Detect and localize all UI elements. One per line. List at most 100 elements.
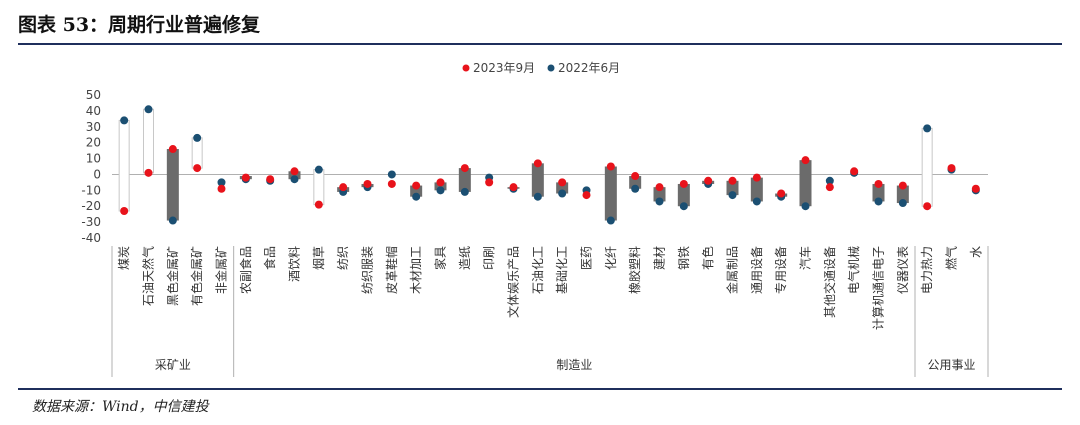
point-2022-jun <box>801 202 810 211</box>
point-2022-jun <box>874 197 883 206</box>
legend-label-2023-sep: 2023年9月 <box>473 61 535 75</box>
category-label: 纺织 <box>336 246 350 270</box>
point-2023-sep <box>801 156 810 165</box>
point-2023-sep <box>898 181 907 190</box>
point-2023-sep <box>533 159 542 168</box>
category-label: 金属制品 <box>725 246 740 294</box>
point-2023-sep <box>314 200 323 209</box>
point-2023-sep <box>120 206 129 215</box>
point-2022-jun <box>144 105 153 114</box>
range-outline <box>313 169 325 206</box>
top-rule <box>18 43 1062 45</box>
point-2022-jun <box>120 116 129 125</box>
point-2023-sep <box>679 179 688 188</box>
point-2022-jun <box>631 184 640 193</box>
category-label: 计算机通信电子 <box>871 246 886 330</box>
category-label: 农副食品 <box>238 246 253 294</box>
point-2023-sep <box>241 173 250 182</box>
group-label: 制造业 <box>556 358 592 372</box>
category-label: 文体娱乐产品 <box>506 246 521 318</box>
category-label: 建材 <box>653 246 667 270</box>
point-2023-sep <box>777 189 786 198</box>
y-tick-label: -10 <box>81 183 101 197</box>
range-bar <box>629 176 642 189</box>
point-2022-jun <box>460 187 469 196</box>
point-2023-sep <box>193 164 202 173</box>
point-2023-sep <box>339 183 348 192</box>
point-2022-jun <box>606 216 615 225</box>
category-label: 食品 <box>262 246 277 270</box>
category-label: 橡胶塑料 <box>627 246 642 294</box>
point-2022-jun <box>655 197 664 206</box>
category-label: 皮革鞋帽 <box>384 246 399 294</box>
y-tick-label: 20 <box>86 136 101 150</box>
point-2022-jun <box>752 197 761 206</box>
range-bar <box>410 185 423 197</box>
category-label: 非金属矿 <box>214 246 229 294</box>
point-2023-sep <box>266 175 275 184</box>
y-tick-label: 30 <box>86 120 101 134</box>
point-2023-sep <box>144 168 153 177</box>
range-bar <box>872 183 885 202</box>
range-outline <box>191 137 203 169</box>
point-2022-jun <box>679 202 688 211</box>
range-outline <box>921 127 933 207</box>
title-row: 图表 53：周期行业普遍修复 <box>18 10 1062 42</box>
chart-title: 图表 53：周期行业普遍修复 <box>18 14 261 36</box>
range-bar <box>604 166 617 221</box>
range-bar <box>556 182 569 194</box>
point-2022-jun <box>168 216 177 225</box>
category-label: 木材加工 <box>409 246 423 294</box>
range-bar <box>166 149 179 221</box>
legend-marker-2022-jun <box>547 64 555 72</box>
point-2022-jun <box>898 199 907 208</box>
group-label: 公用事业 <box>927 358 975 372</box>
category-label: 石油天然气 <box>141 246 156 306</box>
range-bar <box>531 163 544 197</box>
point-2023-sep <box>290 167 299 176</box>
bottom-rule <box>18 388 1062 390</box>
category-label: 水 <box>969 246 983 258</box>
category-label: 石油化工 <box>531 246 545 294</box>
category-label: 仪器仪表 <box>896 246 910 294</box>
point-2022-jun <box>193 133 202 142</box>
category-label: 钢铁 <box>677 246 691 270</box>
point-2023-sep <box>509 183 518 192</box>
range-outline <box>118 119 130 212</box>
category-label: 基础化工 <box>555 246 569 294</box>
y-tick-label: -40 <box>81 231 101 245</box>
point-2023-sep <box>460 164 469 173</box>
source-note: 数据来源：Wind，中信建投 <box>32 399 209 415</box>
point-2022-jun <box>533 192 542 201</box>
point-2023-sep <box>582 191 591 200</box>
y-tick-label: -30 <box>81 215 101 229</box>
legend-marker-2023-sep <box>462 64 470 72</box>
point-2023-sep <box>631 172 640 181</box>
point-2023-sep <box>874 179 883 188</box>
legend-label-2022-jun: 2022年6月 <box>558 61 620 75</box>
point-2022-jun <box>558 189 567 198</box>
category-label: 有色金属矿 <box>189 246 204 306</box>
y-tick-label: 40 <box>86 104 101 118</box>
category-label: 医药 <box>580 246 594 270</box>
category-label: 通用设备 <box>750 246 764 294</box>
point-2023-sep <box>655 183 664 192</box>
point-2022-jun <box>923 124 932 133</box>
point-2023-sep <box>217 184 226 193</box>
point-2022-jun <box>217 178 226 187</box>
range-bar <box>677 183 690 207</box>
category-label: 汽车 <box>798 246 813 270</box>
category-label: 电气机械 <box>846 246 861 294</box>
category-label: 纺织服装 <box>361 246 375 294</box>
point-2023-sep <box>947 164 956 173</box>
y-tick-label: 50 <box>86 88 101 102</box>
category-label: 化纤 <box>604 246 618 270</box>
category-label: 酒饮料 <box>288 246 302 282</box>
point-2023-sep <box>606 162 615 171</box>
point-2023-sep <box>558 178 567 187</box>
point-2023-sep <box>412 181 421 190</box>
category-label: 黑色金属矿 <box>165 246 180 306</box>
point-2023-sep <box>363 179 372 188</box>
point-2022-jun <box>728 191 737 200</box>
